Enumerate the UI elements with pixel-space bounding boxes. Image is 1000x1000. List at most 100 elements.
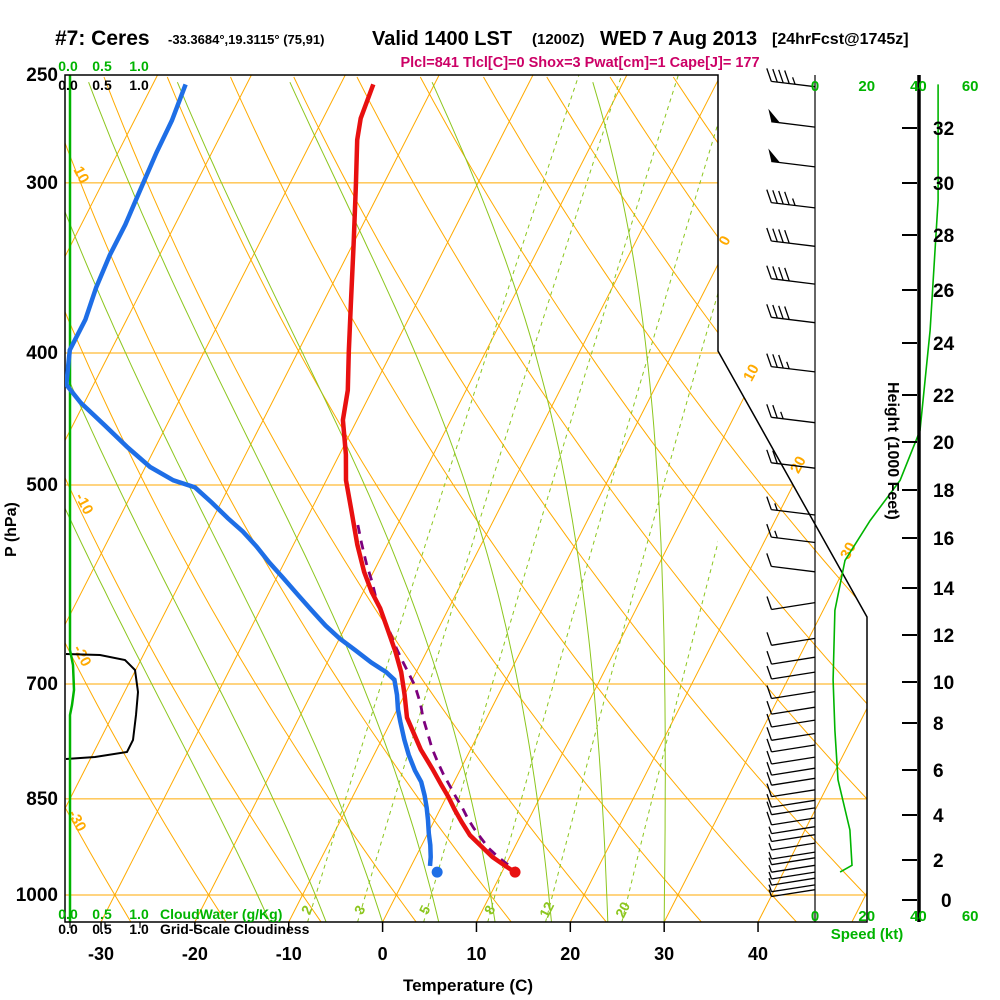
wind-barb-half-tick (768, 864, 773, 873)
wind-barb (771, 884, 816, 893)
wind-barb-pennant (768, 148, 781, 163)
wind-barb-half-tick (768, 889, 773, 897)
wind-barb-full-tick (766, 596, 773, 610)
wind-barb-full-tick (766, 189, 772, 203)
wind-barb (771, 877, 816, 886)
dry-adiabat-line (356, 76, 867, 922)
wind-barb-full-tick (766, 68, 772, 82)
wind-barb (771, 565, 816, 573)
parcel-path-curve (356, 524, 517, 870)
cloudwater-profile-line (68, 75, 76, 922)
wind-barbs (766, 68, 816, 898)
wind-barb (771, 817, 816, 826)
isotherm-line (569, 75, 867, 922)
height-tick-label: 6 (933, 761, 944, 782)
isotherm-line (288, 75, 722, 922)
wind-barb (771, 807, 816, 816)
cloudiness-profile-line (65, 653, 140, 760)
isotherm-line (65, 75, 346, 922)
moist-adiabat-line (65, 82, 327, 922)
wind-barb-full-tick (772, 304, 778, 319)
speed-tick-label-bottom: 0 (811, 908, 819, 925)
wind-barb (771, 767, 816, 776)
surface-temperature-dot (509, 866, 521, 878)
height-tick-label-zero: 0 (941, 891, 952, 912)
wind-barb-full-tick (766, 700, 773, 715)
wind-barb-half-tick (774, 503, 778, 511)
dry-adiabat-line (419, 76, 867, 922)
wind-barb (771, 789, 816, 798)
wind-barb-full-tick (778, 229, 784, 243)
wind-barb (771, 201, 816, 209)
mixing-ratio-label: 5 (416, 902, 434, 916)
wind-barb-full-tick (766, 353, 772, 367)
wind-barb-full-tick (766, 650, 773, 665)
wind-barb-full-tick (766, 665, 773, 680)
wind-barb (771, 416, 816, 424)
wind-barb-full-tick (766, 727, 773, 741)
wind-barb (771, 536, 816, 544)
temp-tick-label: 10 (466, 944, 486, 964)
wind-barb (771, 80, 816, 88)
wind-barb-full-tick (772, 190, 778, 204)
wind-barb (771, 857, 816, 866)
wind-barb (771, 719, 816, 728)
dry-adiabat-label: -10 (71, 490, 96, 517)
moist-adiabat-line (289, 81, 552, 922)
temp-tick-label: 40 (748, 944, 768, 964)
wind-barb-full-tick (766, 685, 773, 699)
cloudiness-scale-top: 0.5 (92, 77, 112, 93)
height-tick-label: 28 (933, 226, 954, 247)
wind-barb-full-tick (766, 811, 773, 826)
pressure-tick-label: 700 (26, 674, 58, 695)
height-tick-label: 24 (933, 334, 955, 355)
wind-barb-half-tick (768, 884, 773, 892)
wind-barb (771, 316, 816, 324)
mixing-ratio-label: 8 (481, 902, 499, 916)
header-zulu-time: (1200Z) (532, 31, 585, 48)
wind-barb-full-tick (784, 191, 790, 206)
wind-barb-full-tick (772, 354, 778, 368)
cloudwater-scale-title: CloudWater (g/Kg) (160, 906, 282, 922)
dry-adiabat-label: -30 (64, 807, 89, 834)
mixing-ratio-label: 12 (536, 899, 557, 920)
isotherm-line (663, 75, 867, 922)
wind-barb-full-tick (778, 190, 784, 205)
height-tick-label: 16 (933, 529, 954, 550)
moist-adiabat-line (65, 82, 271, 922)
wind-barb (771, 732, 816, 741)
pressure-tick-label: 500 (26, 475, 58, 496)
temp-tick-label: -30 (88, 944, 114, 964)
height-tick-label: 18 (933, 481, 954, 502)
cloudwater-scale-top: 1.0 (129, 58, 149, 74)
height-tick-label: 30 (933, 174, 954, 195)
isotherm-label: 20 (787, 454, 810, 477)
speed-tick-label-bottom: 60 (962, 908, 979, 925)
wind-barb (771, 864, 816, 873)
cloudiness-scale-title: Grid-Scale Cloudiness (160, 921, 310, 937)
cloudiness-scale-bottom: 1.0 (129, 921, 149, 937)
wind-barb-full-tick (784, 267, 790, 282)
pressure-axis-title: P (hPa) (3, 502, 20, 557)
wind-barb (771, 777, 816, 786)
header-date: WED 7 Aug 2013 (600, 28, 757, 50)
dry-adiabat-line (65, 76, 227, 922)
isotherm-line (194, 75, 628, 922)
wind-barb-half-tick (768, 842, 773, 851)
wind-barb-full-tick (766, 404, 772, 418)
wind-barb (771, 637, 816, 646)
wind-barb-full-tick (766, 793, 773, 808)
mixing-ratio-line (487, 75, 718, 922)
wind-barb-half-tick (791, 198, 796, 206)
height-tick-label: 4 (933, 806, 944, 827)
wind-barb-half-tick (768, 857, 773, 865)
pressure-tick-label: 250 (26, 65, 58, 86)
cloudwater-scale-bottom: 1.0 (129, 906, 149, 922)
wind-speed-profile-line (832, 84, 939, 873)
cloudwater-scale-top: 0.5 (92, 58, 112, 74)
speed-tick-label-top: 60 (962, 78, 979, 95)
wind-barb-pennant (768, 108, 781, 124)
wind-barb (771, 462, 816, 469)
